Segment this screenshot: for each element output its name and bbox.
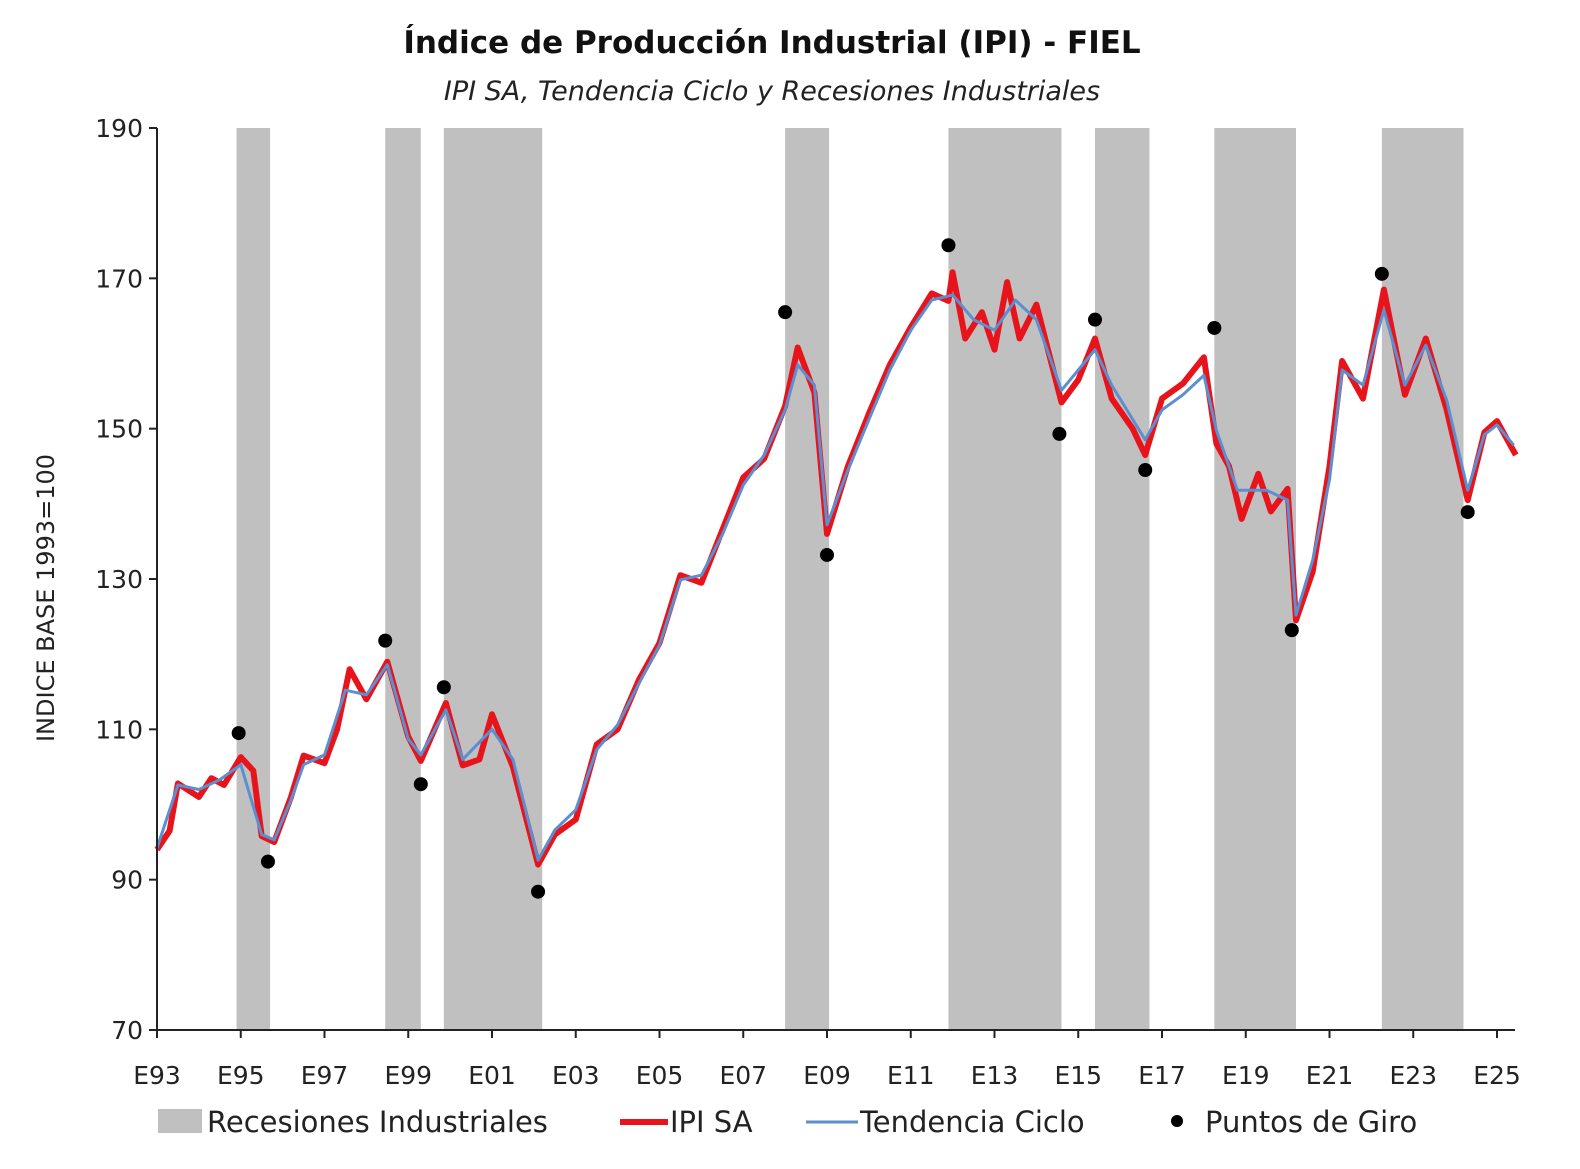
series-line-ipi-sa: [154, 269, 1519, 868]
legend-label-recessions: Recesiones Industriales: [207, 1105, 548, 1139]
turning-point: [1460, 505, 1475, 520]
x-tick-label: E15: [1054, 1061, 1102, 1090]
recession-band: [1095, 128, 1150, 1030]
x-tick-label: E13: [971, 1061, 1019, 1090]
y-tick-label: 150: [95, 415, 143, 444]
x-tick-label: E07: [719, 1061, 767, 1090]
y-tick-label: 90: [111, 866, 143, 895]
legend: Recesiones Industriales IPI SA Tendencia…: [158, 1105, 1417, 1139]
recession-band: [443, 128, 543, 1030]
axes: 70 90 110 130 150 170 190 E93 E95 E97 E99 E01 E03 E05…: [95, 114, 1521, 1090]
recession-band: [236, 128, 271, 1030]
x-tick-label: E03: [552, 1061, 600, 1090]
turning-points: [231, 238, 1475, 899]
x-tick-label: E99: [384, 1061, 432, 1090]
x-tick-label: E05: [636, 1061, 684, 1090]
turning-point: [436, 680, 451, 695]
turning-point: [1138, 463, 1153, 478]
x-tick-label: E11: [887, 1061, 935, 1090]
x-tick-label: E97: [301, 1061, 349, 1090]
turning-point: [413, 777, 428, 792]
turning-point: [378, 633, 393, 648]
legend-swatch-puntos: [1171, 1115, 1183, 1127]
y-tick-label: 190: [95, 114, 143, 143]
chart-subtitle: IPI SA, Tendencia Ciclo y Recesiones Ind…: [444, 76, 1100, 107]
legend-label-puntos: Puntos de Giro: [1205, 1105, 1417, 1139]
x-tick-label: E09: [803, 1061, 851, 1090]
x-tick-label: E19: [1222, 1061, 1270, 1090]
series-lines: [154, 269, 1519, 868]
turning-point: [231, 726, 246, 741]
turning-point: [1052, 426, 1067, 441]
recession-band: [948, 128, 1062, 1030]
series-line-tendencia-ciclo: [155, 293, 1515, 862]
turning-point: [531, 884, 546, 899]
x-tick-label: E23: [1389, 1061, 1437, 1090]
turning-point: [1284, 623, 1299, 638]
y-tick-label: 130: [95, 565, 143, 594]
turning-point: [1374, 266, 1389, 281]
y-tick-label: 110: [95, 715, 143, 744]
x-tick-label: E17: [1138, 1061, 1186, 1090]
turning-point: [941, 238, 956, 253]
x-tick-label: E93: [133, 1061, 181, 1090]
chart-title: Índice de Producción Industrial (IPI) - …: [403, 25, 1140, 61]
y-tick-label: 70: [111, 1016, 143, 1045]
turning-point: [820, 547, 834, 562]
recession-band: [1381, 128, 1464, 1030]
turning-point: [260, 854, 275, 869]
legend-label-tendencia: Tendencia Ciclo: [859, 1105, 1085, 1139]
recession-band: [785, 128, 830, 1030]
recession-bands: [236, 128, 1464, 1030]
legend-label-ipi-sa: IPI SA: [670, 1105, 753, 1139]
x-tick-label: E21: [1306, 1061, 1354, 1090]
recession-band: [1214, 128, 1296, 1030]
legend-swatch-recessions: [158, 1109, 202, 1133]
recession-band: [385, 128, 421, 1030]
turning-point: [1088, 312, 1102, 327]
x-tick-label: E25: [1473, 1061, 1521, 1090]
y-tick-label: 170: [95, 264, 143, 293]
y-axis-label: INDICE BASE 1993=100: [32, 454, 60, 742]
turning-point: [1207, 320, 1222, 335]
x-tick-label: E95: [217, 1061, 265, 1090]
x-tick-label: E01: [468, 1061, 516, 1090]
turning-point: [778, 305, 793, 320]
